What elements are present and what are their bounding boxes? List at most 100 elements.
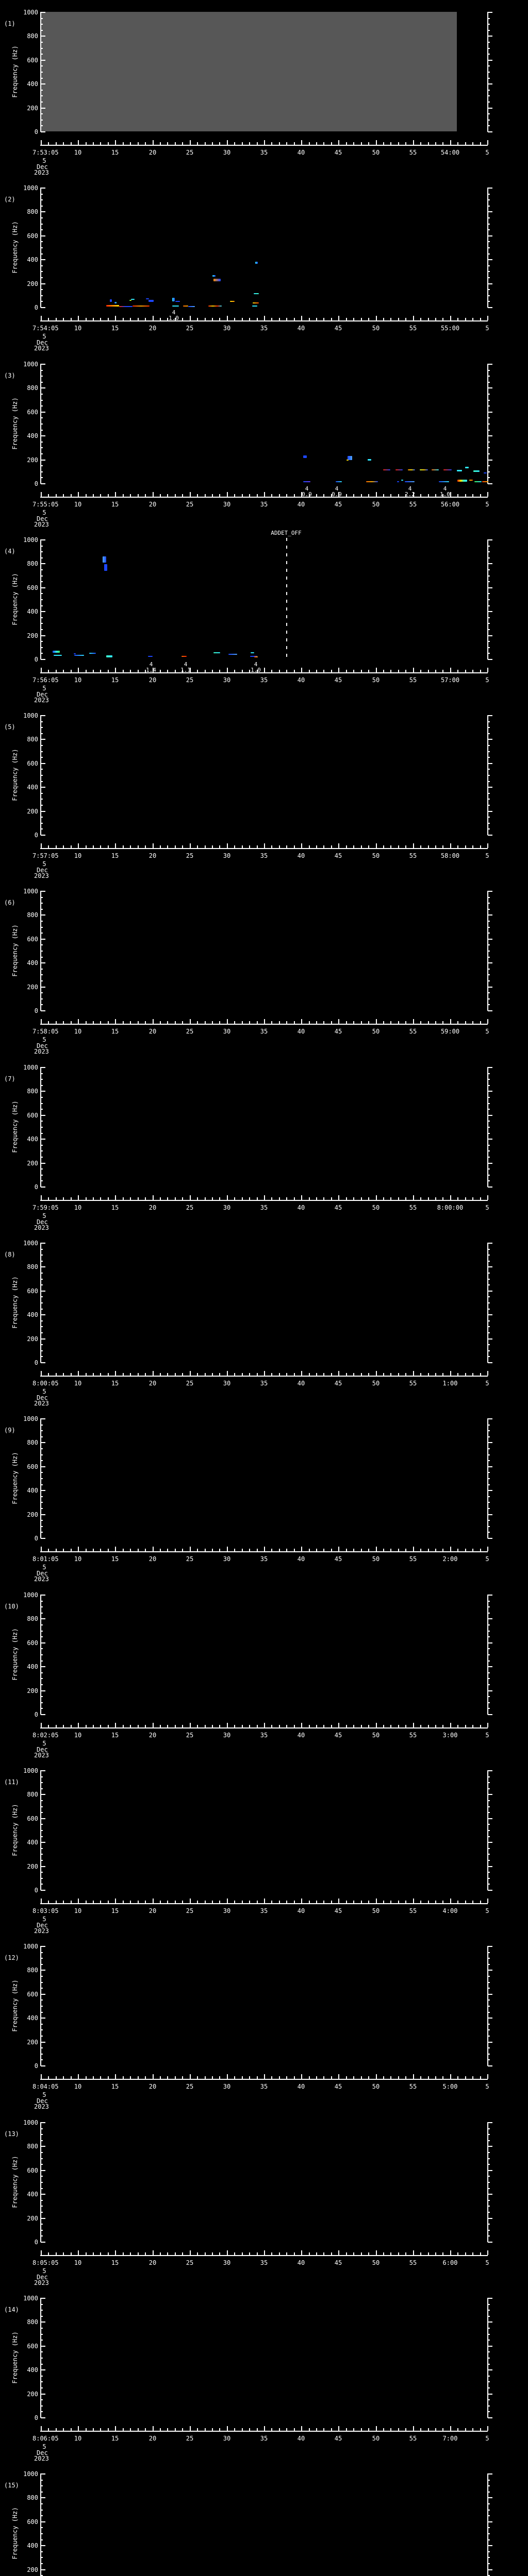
y-axis-tick <box>41 914 45 916</box>
panel-label: (12) <box>4 1954 19 1961</box>
detection-blip <box>74 653 76 654</box>
spectrogram-panel: 0 200 400 600 800 1000 Frequency (Hz) (7) 7:59:0… <box>0 1055 528 1231</box>
x-axis-tick <box>480 2252 481 2255</box>
x-axis-tick <box>472 142 473 145</box>
y-axis-tick <box>488 757 490 758</box>
x-axis-tick <box>472 845 473 848</box>
frequency-axis-title: Frequency (Hz) <box>11 397 19 450</box>
detection-marker-value: 1.0 <box>251 667 261 673</box>
x-tick-label: 50 <box>372 676 380 684</box>
x-axis-tick <box>413 1371 414 1376</box>
x-tick-label: 20 <box>148 1555 157 1563</box>
y-axis-tick <box>41 998 43 999</box>
y-axis-tick <box>41 1091 45 1092</box>
y-axis-tick <box>488 715 492 716</box>
detection-blip <box>230 301 235 302</box>
x-axis-tick <box>353 2076 354 2079</box>
x-axis-tick <box>309 494 310 497</box>
y-axis-tick <box>41 48 43 49</box>
y-axis-tick <box>41 927 43 928</box>
x-axis-tick <box>108 1725 109 1727</box>
x-axis-tick <box>301 843 302 848</box>
y-axis-tick <box>41 1273 43 1274</box>
x-axis-tick <box>487 1195 488 1200</box>
y-axis-tick <box>41 2521 45 2522</box>
x-axis-tick <box>465 2252 466 2255</box>
y-axis-tick <box>488 1860 490 1861</box>
y-axis-tick <box>488 1970 492 1971</box>
x-axis-tick <box>331 1549 332 1551</box>
x-end-label: 5 <box>485 2435 489 2442</box>
x-axis-tick <box>309 1373 310 1376</box>
detection-blip <box>172 298 175 301</box>
detection-blip <box>336 481 342 482</box>
y-axis-tick <box>488 2340 490 2341</box>
x-axis-tick <box>457 670 458 672</box>
y-tick-label: 1000 <box>23 888 38 895</box>
x-tick-label: 30 <box>223 2259 231 2266</box>
y-axis-tick <box>488 1708 490 1709</box>
x-axis-tick <box>234 1373 235 1376</box>
x-tick-label: 15 <box>111 149 119 156</box>
x-axis-tick <box>294 1021 295 1024</box>
y-axis-tick <box>488 405 490 406</box>
y-axis-tick <box>488 217 490 218</box>
x-tick-label: 25 <box>186 2259 194 2266</box>
x-axis-tick <box>368 2428 369 2431</box>
x-axis-tick <box>138 1021 139 1024</box>
x-axis-tick <box>56 1021 57 1024</box>
y-axis-tick <box>41 1332 43 1333</box>
x-axis-tick <box>450 1899 451 1903</box>
x-axis-tick <box>86 845 87 848</box>
x-axis-tick <box>78 668 79 672</box>
y-axis-tick <box>488 72 490 73</box>
x-axis-tick <box>190 2074 191 2079</box>
x-axis-tick <box>301 2250 302 2255</box>
y-axis-tick <box>488 24 490 25</box>
x-axis-tick <box>428 845 429 848</box>
y-axis-tick <box>488 957 490 958</box>
y-axis-tick <box>488 775 490 776</box>
x-axis-tick <box>279 670 280 672</box>
x-axis-tick <box>212 1549 213 1551</box>
x-tick-label: 10 <box>74 501 82 508</box>
x-axis-tick <box>472 1373 473 1376</box>
y-tick-label: 800 <box>27 384 38 392</box>
x-axis-tick <box>153 2074 154 2079</box>
x-axis-tick <box>457 142 458 145</box>
x-axis-tick <box>376 668 377 672</box>
x-axis-tick <box>442 1725 443 1727</box>
x-axis-tick <box>383 142 384 145</box>
x-axis-tick <box>353 1373 354 1376</box>
y-tick-label: 200 <box>27 2566 38 2573</box>
y-axis-tick <box>41 2387 43 2388</box>
y-axis-tick <box>41 1842 45 1843</box>
y-axis-tick <box>41 987 45 988</box>
y-axis-tick <box>488 1243 492 1244</box>
x-axis-tick <box>294 142 295 145</box>
x-tick-label: 20 <box>148 676 157 684</box>
y-axis-tick <box>41 992 43 993</box>
x-tick-label: 20 <box>148 2435 157 2442</box>
x-axis-tick <box>428 142 429 145</box>
x-axis-tick <box>323 2076 324 2079</box>
y-axis-tick <box>41 2164 43 2165</box>
y-axis-tick <box>41 1848 43 1849</box>
y-tick-label: 800 <box>27 2494 38 2501</box>
x-axis-tick <box>390 1373 391 1376</box>
y-axis-tick <box>41 1788 43 1789</box>
x-axis-tick <box>428 1373 429 1376</box>
x-axis-tick <box>212 494 213 497</box>
y-axis-tick <box>488 1296 490 1297</box>
y-tick-label: 800 <box>27 1263 38 1270</box>
x-axis-tick <box>472 1197 473 1200</box>
x-axis-tick <box>294 670 295 672</box>
x-tick-label: 50 <box>372 852 380 859</box>
x-axis-tick <box>56 2076 57 2079</box>
x-axis-tick <box>249 845 250 848</box>
x-axis-tick <box>205 845 206 848</box>
x-axis-tick <box>100 494 101 497</box>
x-axis-tick <box>428 2428 429 2431</box>
x-axis-tick <box>41 1019 42 1024</box>
x-axis-tick <box>48 1901 49 1903</box>
